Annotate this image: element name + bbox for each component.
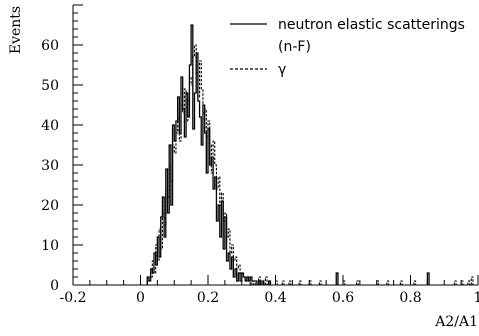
series-neutron: [146, 24, 430, 285]
x-tick-label: 0.8: [399, 290, 421, 306]
y-tick-label: 10: [41, 238, 59, 254]
y-tick-label: 20: [41, 198, 59, 214]
x-tick-label: -0.2: [60, 290, 87, 306]
series-layer: [146, 24, 474, 285]
x-tick-label: 0.4: [264, 290, 286, 306]
y-tick-label: 0: [50, 278, 59, 294]
x-tick-label: 0.2: [197, 290, 219, 306]
y-axis-label: Events: [8, 6, 24, 54]
y-tick-label: 50: [41, 78, 59, 94]
legend-label-neutron: neutron elastic scatterings (n-F): [278, 17, 465, 55]
legend: neutron elastic scatterings (n-F) γ: [230, 17, 465, 78]
legend-label-gamma: γ: [278, 62, 286, 78]
y-tick-label: 30: [41, 158, 59, 174]
gamma-histogram-line: [146, 44, 474, 285]
y-tick-label: 60: [41, 38, 59, 54]
x-tick-label: 0: [136, 290, 145, 306]
x-axis-label: A2/A1: [434, 314, 478, 330]
x-tick-label: 0.6: [332, 290, 354, 306]
series-gamma: [146, 44, 474, 285]
neutron-histogram-line: [146, 24, 430, 285]
y-tick-label: 40: [41, 118, 59, 134]
x-tick-label: 1: [474, 290, 479, 306]
